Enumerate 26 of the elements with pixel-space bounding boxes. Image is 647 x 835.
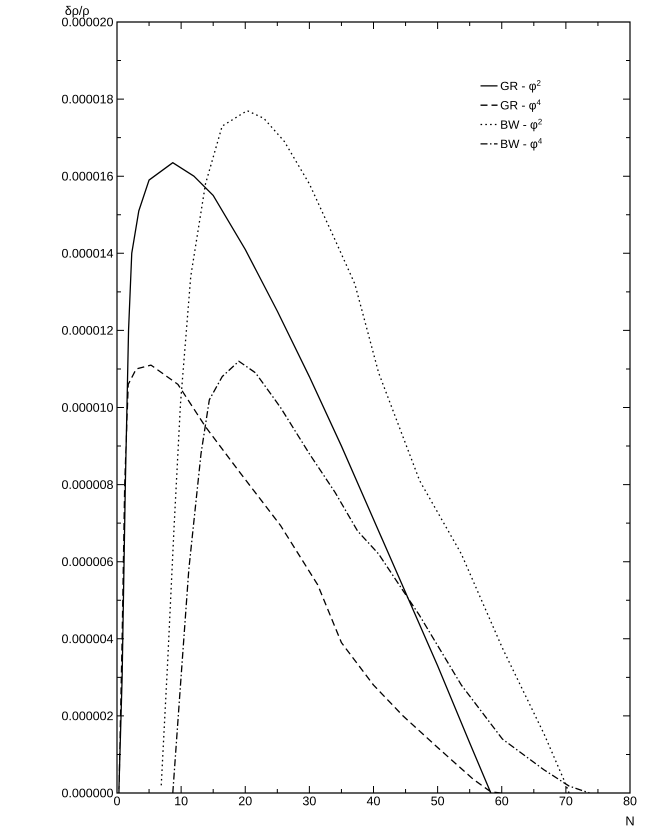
legend-label: BW - φ$^{4}$ (501, 138, 542, 150)
x-tick-label: 30 (302, 796, 316, 806)
x-tick-label: 10 (175, 796, 188, 806)
y-tick-label: 0.000006 (62, 557, 113, 566)
y-tick-label: 0.000008 (62, 480, 113, 490)
y-tick-label: 0.000020 (62, 18, 113, 26)
x-tick-label: 70 (560, 796, 572, 806)
x-tick-label: 80 (624, 796, 636, 806)
legend-label: GR - φ$^{4}$ (500, 100, 541, 112)
y-tick-label: 0.000012 (62, 326, 113, 335)
x-tick-label: 50 (431, 796, 444, 806)
legend-label: GR - φ$^{2}$ (500, 80, 541, 93)
y-tick-label: 0.000002 (62, 712, 113, 720)
y-tick-label: 0.000014 (62, 248, 114, 258)
y-tick-label: 0.000004 (62, 634, 114, 644)
y-tick-label: 0.000000 (62, 788, 113, 798)
x-axis-title: N (626, 816, 634, 826)
x-tick-label: 40 (366, 796, 380, 806)
y-tick-label: 0.000018 (62, 94, 113, 104)
y-axis-title: δρ/ρ (65, 6, 89, 18)
legend-label: BW - φ$^{2}$ (501, 118, 542, 132)
x-tick-label: 0 (114, 796, 120, 806)
x-tick-label: 20 (238, 796, 252, 806)
y-tick-label: 0.000016 (62, 172, 113, 181)
y-tick-label: 0.000010 (62, 403, 113, 412)
x-tick-label: 60 (495, 796, 508, 806)
